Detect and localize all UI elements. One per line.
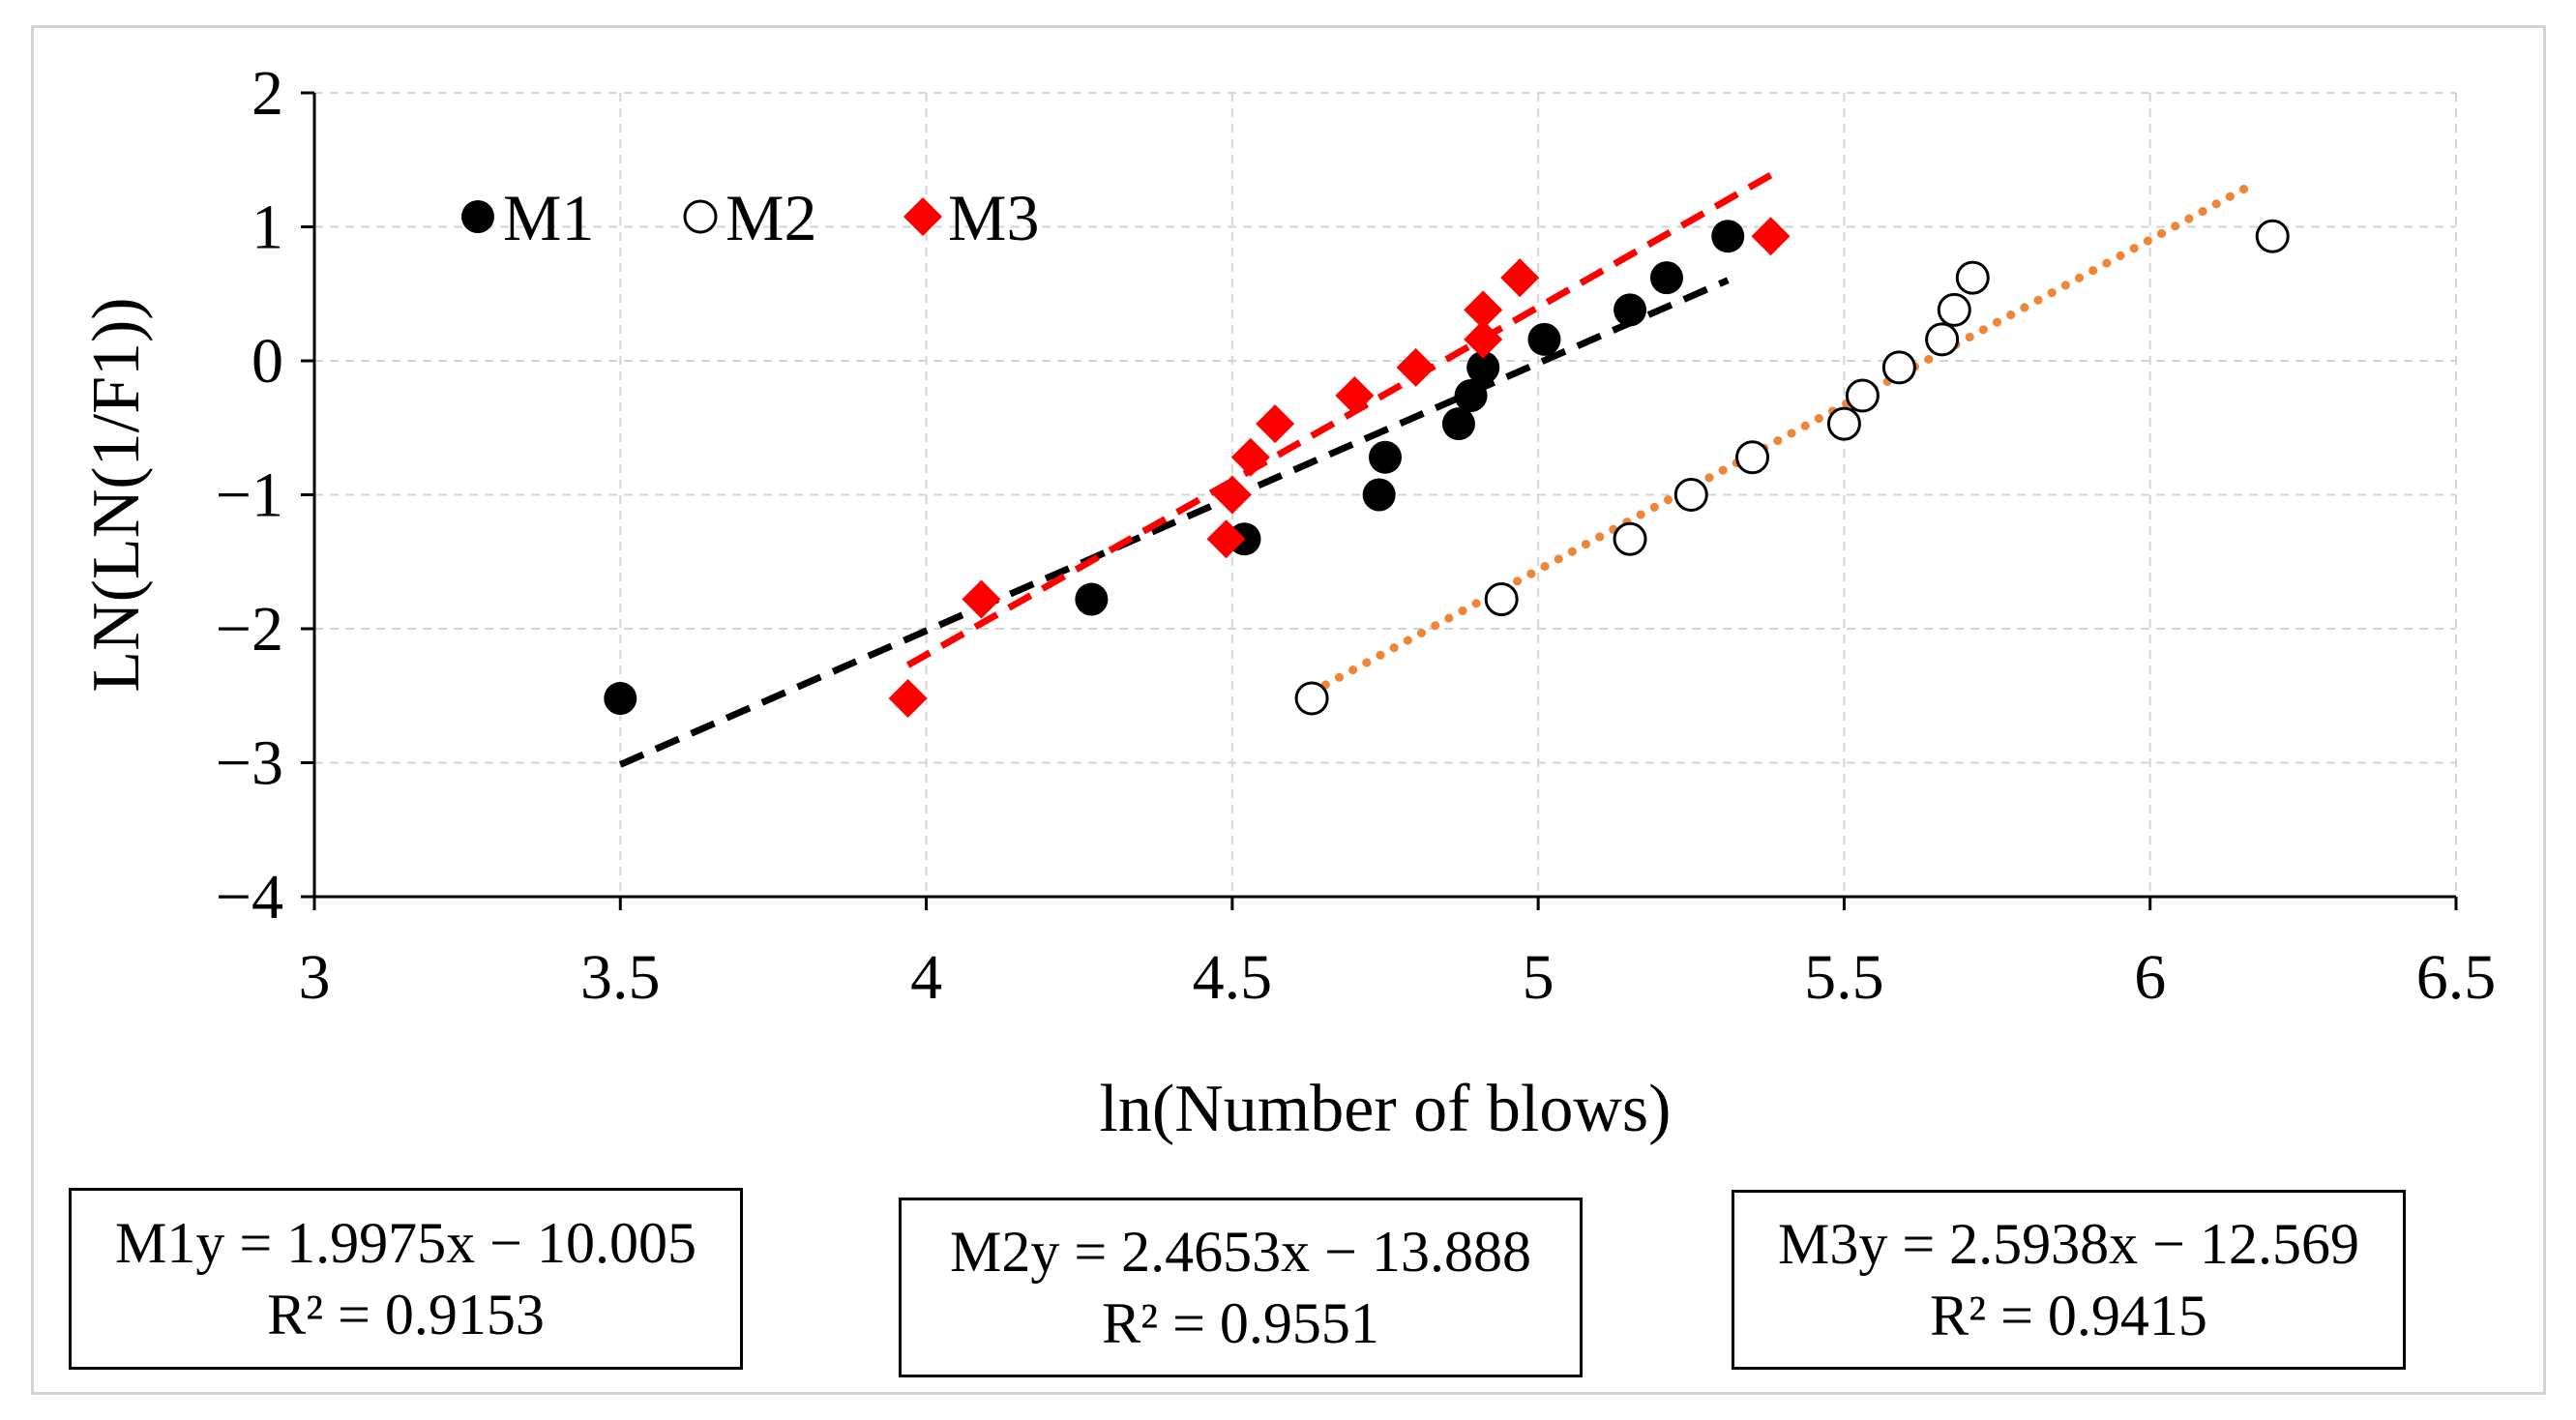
y-tick-label: −4 (216, 862, 283, 932)
point-m1 (1711, 220, 1745, 253)
point-m2 (1484, 582, 1519, 617)
x-tick-label: 4.5 (1193, 942, 1273, 1013)
x-tick-label: 3.5 (580, 942, 661, 1013)
point-m3 (962, 579, 1001, 619)
point-m2 (1925, 322, 1960, 357)
y-tick-label: −3 (216, 728, 283, 799)
point-m3 (1212, 475, 1252, 515)
x-tick-label: 6.5 (2416, 942, 2497, 1013)
equation-m1: M1y = 1.9975x − 10.005 (114, 1211, 697, 1275)
r-squared-m3: R² = 0.9415 (1930, 1284, 2207, 1347)
equation-box-m2: M2y = 2.4653x − 13.888 R² = 0.9551 (899, 1198, 1583, 1377)
point-m2 (1937, 292, 1971, 327)
legend-label-m2: M2 (725, 181, 816, 254)
point-m3 (1206, 519, 1246, 559)
point-m2 (1955, 260, 1990, 295)
point-m3 (1464, 319, 1503, 359)
point-m1 (1362, 478, 1396, 512)
point-m1 (604, 682, 637, 716)
legend-label-m1: M1 (503, 181, 594, 254)
trend-line-m3 (905, 172, 1773, 668)
point-m3 (1256, 404, 1295, 444)
x-tick-label: 4 (910, 942, 942, 1013)
point-m3 (1751, 217, 1791, 256)
point-m2 (1845, 378, 1880, 413)
point-m2 (1294, 681, 1329, 716)
legend-marker-m3 (903, 197, 942, 236)
y-tick-label: 2 (252, 58, 283, 129)
r-squared-m2: R² = 0.9551 (1102, 1291, 1379, 1355)
x-tick-label: 5.5 (1804, 942, 1884, 1013)
legend-label-m3: M3 (948, 181, 1039, 254)
equation-m2: M2y = 2.4653x − 13.888 (949, 1220, 1532, 1284)
point-m2 (1613, 521, 1647, 556)
x-axis-label: ln(Number of blows) (1099, 1072, 1671, 1146)
point-m2 (2255, 219, 2290, 253)
equation-m3: M3y = 2.5938x − 12.569 (1777, 1212, 2360, 1276)
equation-box-m3: M3y = 2.5938x − 12.569 R² = 0.9415 (1732, 1190, 2406, 1370)
point-m3 (888, 679, 928, 719)
point-m3 (1500, 258, 1540, 298)
y-axis-label: LN(LN(1/F1)) (79, 297, 154, 692)
x-tick-label: 3 (299, 942, 331, 1013)
point-m1 (1441, 407, 1475, 441)
point-m3 (1464, 290, 1503, 330)
point-m3 (1335, 376, 1375, 416)
point-m2 (1826, 406, 1861, 441)
point-m1 (1649, 261, 1683, 295)
point-m2 (1735, 440, 1770, 475)
point-m1 (1527, 322, 1561, 356)
point-m3 (1230, 437, 1270, 477)
legend-marker-m2 (683, 199, 718, 234)
x-tick-label: 6 (2134, 942, 2166, 1013)
trend-line-m1 (618, 277, 1730, 768)
y-tick-label: −1 (216, 460, 283, 531)
point-m2 (1673, 478, 1708, 512)
scatter-chart: 3 3.5 4 4.5 5 5.5 6 6.5 2 1 0 −1 −2 −3 −4 M1 M2 M3 ln(Nu… (79, 58, 2497, 1146)
point-m1 (1466, 350, 1500, 384)
equation-box-m1: M1y = 1.9975x − 10.005 R² = 0.9153 (69, 1188, 743, 1370)
r-squared-m1: R² = 0.9153 (267, 1283, 545, 1346)
legend-marker-m1 (461, 200, 494, 233)
point-m1 (1369, 440, 1402, 474)
chart-frame: 3 3.5 4 4.5 5 5.5 6 6.5 2 1 0 −1 −2 −3 −4 M1 M2 M3 ln(Nu… (31, 25, 2546, 1395)
point-m1 (1454, 379, 1488, 413)
point-m2 (1881, 350, 1916, 385)
point-m1 (1614, 293, 1647, 327)
y-tick-label: −2 (216, 594, 283, 665)
point-m1 (1075, 582, 1109, 616)
y-tick-label: 0 (252, 326, 283, 397)
y-tick-label: 1 (252, 192, 283, 263)
point-m3 (1396, 347, 1436, 387)
x-tick-label: 5 (1523, 942, 1554, 1013)
